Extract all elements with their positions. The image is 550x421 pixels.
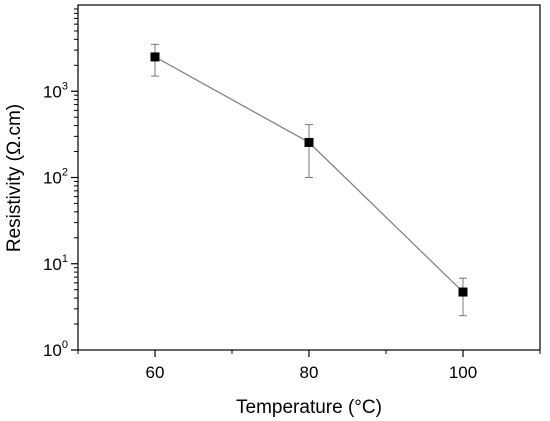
y-tick-base: 10 bbox=[43, 169, 62, 188]
y-tick-label: 100 bbox=[43, 339, 68, 360]
y-axis-label: Resistivity (Ω.cm) bbox=[4, 104, 25, 252]
data-point-marker bbox=[150, 52, 160, 62]
y-tick-label: 102 bbox=[43, 167, 68, 188]
data-point-marker bbox=[458, 287, 468, 297]
x-tick-label: 80 bbox=[300, 363, 319, 382]
x-axis-label: Temperature (°C) bbox=[236, 397, 382, 418]
y-tick-exponent: 1 bbox=[62, 253, 68, 265]
data-point-marker bbox=[304, 137, 314, 147]
y-tick-base: 10 bbox=[43, 341, 62, 360]
x-axis-ticks: 60 80 100 bbox=[77, 350, 541, 382]
y-tick-label: 103 bbox=[43, 80, 68, 101]
y-tick-base: 10 bbox=[43, 82, 62, 101]
y-tick-base: 10 bbox=[43, 255, 62, 274]
markers-group bbox=[150, 52, 468, 297]
x-tick-label: 60 bbox=[146, 363, 165, 382]
y-tick-exponent: 0 bbox=[62, 339, 68, 351]
error-bars-group bbox=[151, 43, 467, 317]
y-tick-exponent: 2 bbox=[62, 167, 68, 179]
y-tick-exponent: 3 bbox=[62, 80, 68, 92]
x-tick-label: 100 bbox=[449, 363, 477, 382]
y-tick-label: 101 bbox=[43, 253, 68, 274]
